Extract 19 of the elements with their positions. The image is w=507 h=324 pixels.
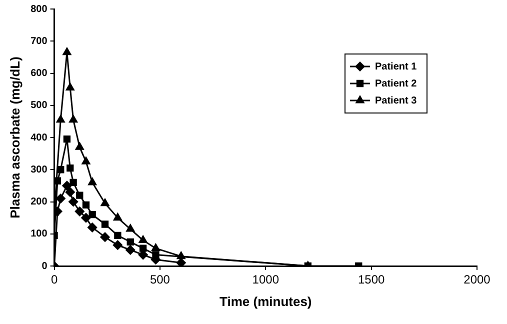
x-axis-title: Time (minutes) xyxy=(220,294,312,309)
y-tick-label: 500 xyxy=(30,100,48,112)
x-tick-label: 0 xyxy=(50,272,58,287)
y-tick-label: 700 xyxy=(30,36,48,47)
y-tick-label: 400 xyxy=(30,132,48,144)
y-tick-label: 600 xyxy=(30,68,48,79)
legend-label: Patient 2 xyxy=(375,78,418,90)
x-tick-label: 1000 xyxy=(252,272,280,287)
y-tick-label: 100 xyxy=(30,228,48,240)
y-tick-label: 300 xyxy=(30,164,48,176)
y-tick-label: 0 xyxy=(42,260,48,272)
y-axis-title: Plasma ascorbate (mg/dL) xyxy=(7,56,22,218)
legend-label: Patient 3 xyxy=(375,95,418,106)
legend-label: Patient 1 xyxy=(375,61,418,72)
y-tick-label: 200 xyxy=(30,196,48,208)
x-tick-label: 2000 xyxy=(464,272,491,287)
x-tick-label: 500 xyxy=(150,272,170,287)
y-tick-label: 800 xyxy=(30,4,48,15)
x-tick-label: 1500 xyxy=(358,272,385,287)
